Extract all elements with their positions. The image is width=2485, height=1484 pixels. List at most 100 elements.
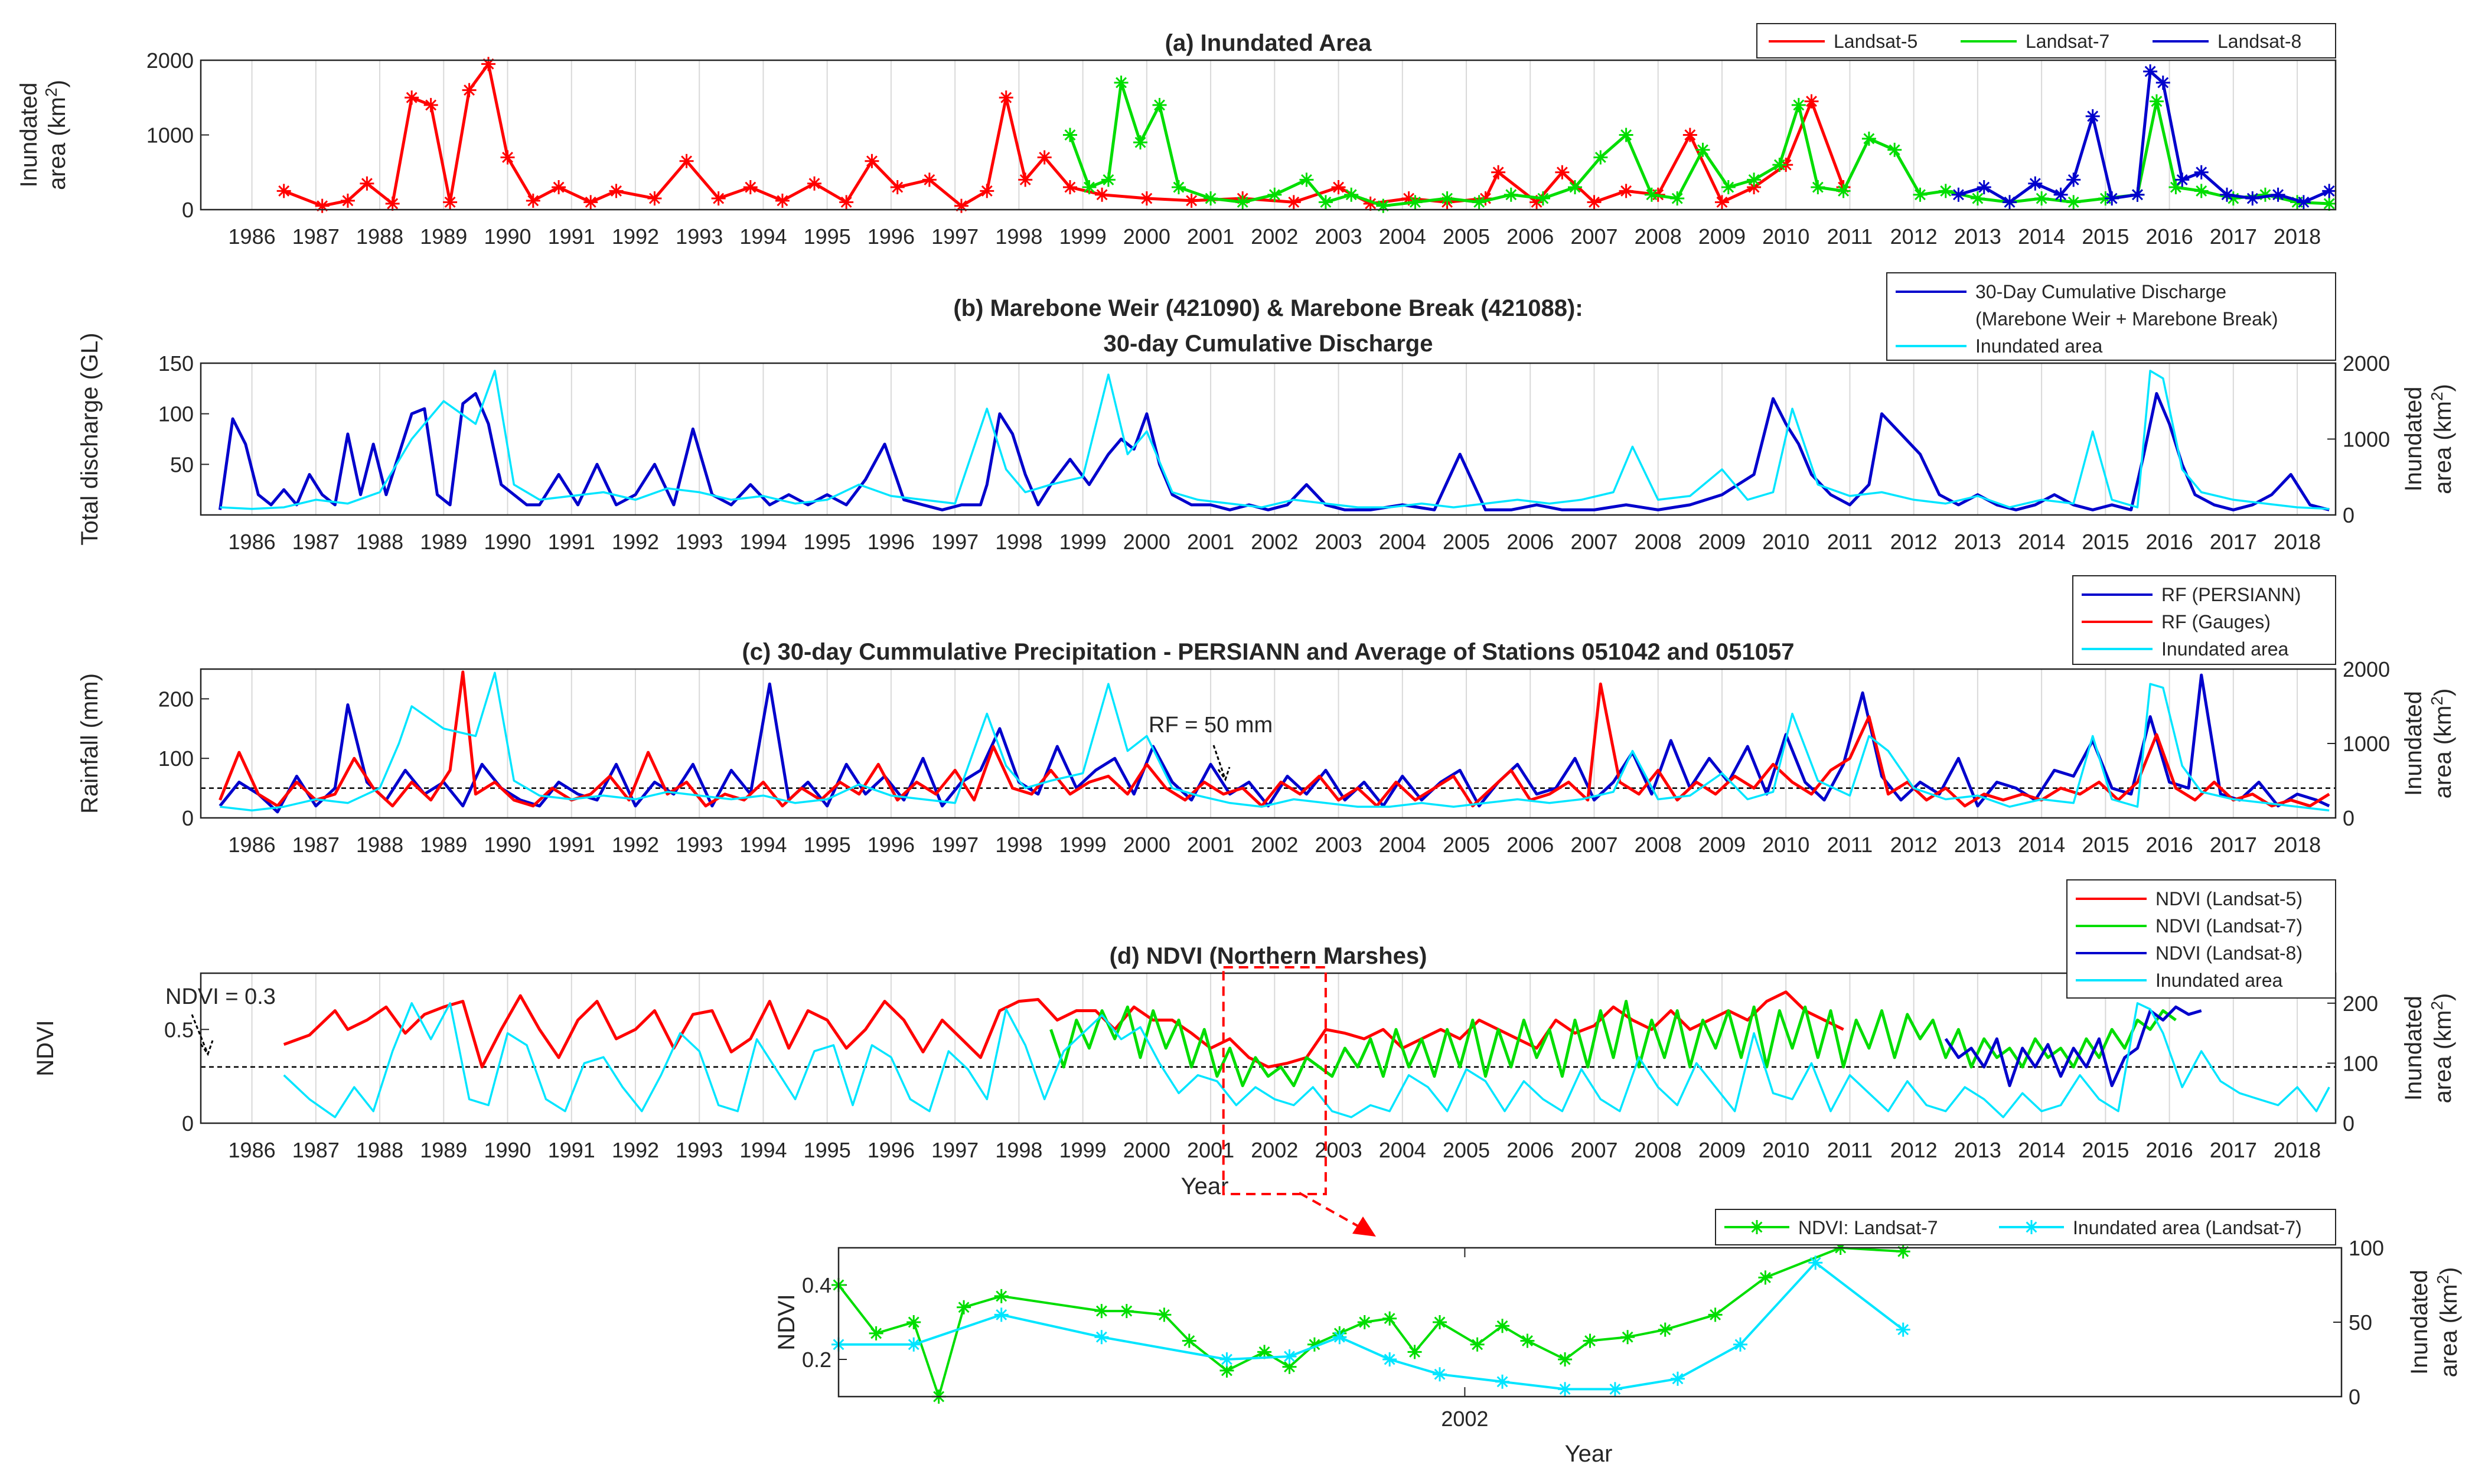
x-tick-label: 2003 [1315, 833, 1362, 857]
inset-series-0-marker-27 [1758, 1270, 1773, 1285]
x-tick-label: 2010 [1762, 833, 1809, 857]
x-tick-label: 2011 [1827, 530, 1873, 554]
x-tick-label: 1995 [804, 833, 851, 857]
series-1-marker-28 [1791, 97, 1806, 112]
legend-label-1: (Marebone Weir + Marebone Break) [1975, 308, 2278, 330]
y-right-tick-label: 100 [2343, 1051, 2378, 1075]
legend-label-2: Inundated area [1975, 335, 2103, 357]
inset-series-0-marker-26 [1708, 1307, 1723, 1322]
inset-y-right-axis-label: Inundated [2406, 1270, 2432, 1375]
inset-series-1-marker-3 [1094, 1330, 1109, 1345]
y-axis-label: NDVI [32, 1020, 58, 1077]
series-0-marker-17 [711, 191, 726, 206]
inset-series-0-marker-18 [1433, 1315, 1447, 1329]
x-tick-label: 1997 [931, 833, 979, 857]
x-tick-label: 1993 [676, 530, 723, 554]
series-1-marker-43 [2194, 184, 2209, 198]
x-tick-label: 2008 [1635, 833, 1682, 857]
inset-series-0-marker-8 [1157, 1307, 1172, 1322]
inset-legend: NDVI: Landsat-7 Inundated area (Landsat-7… [1715, 1209, 2336, 1245]
x-tick-label: 2014 [2018, 224, 2065, 249]
series-0-marker-24 [922, 172, 937, 187]
x-tick-label: 1987 [292, 833, 340, 857]
series-2-marker-11 [2175, 172, 2190, 187]
inset-series-1-line [839, 1261, 1904, 1391]
legend: Landsat-5 Landsat-7 Landsat-8 [1756, 23, 2336, 58]
x-tick-label: 1986 [229, 530, 276, 554]
series-0-marker-12 [552, 180, 566, 195]
x-tick-label: 1997 [931, 530, 979, 554]
series-1-marker-22 [1644, 187, 1659, 202]
legend: RF (PERSIANN) RF (Gauges) Inundated area [2072, 575, 2336, 665]
x-tick-label: 1988 [356, 833, 403, 857]
inset-series-0-marker-12 [1282, 1359, 1297, 1374]
inset-series-1-marker-10 [1558, 1382, 1573, 1397]
series-2-line [220, 671, 2330, 812]
series-1-marker-14 [1408, 195, 1423, 210]
y-tick-label: 1000 [146, 123, 194, 148]
x-tick-label: 2005 [1443, 530, 1490, 554]
series-0-marker-11 [526, 193, 540, 208]
y-axis-label-units: area (km2) [42, 80, 70, 190]
x-tick-label: 2001 [1187, 530, 1234, 554]
series-0-marker-38 [1401, 191, 1416, 206]
inset-y-right-tick-label: 0 [2349, 1385, 2360, 1409]
x-tick-label: 1996 [868, 833, 915, 857]
x-tick-label: 2009 [1698, 530, 1746, 554]
plot-frame [200, 59, 2337, 211]
series-0-marker-41 [1491, 165, 1506, 180]
x-tick-label: 2012 [1890, 1138, 1938, 1162]
series-1-marker-10 [1299, 172, 1314, 187]
series-2-marker-17 [2322, 184, 2337, 198]
y-tick-label: 150 [158, 351, 194, 376]
x-tick-label: 1987 [292, 1138, 340, 1162]
y-right-axis-label-units: area (km2) [2428, 689, 2456, 799]
legend-label-3: Inundated area [2155, 970, 2283, 991]
series-0-marker-5 [405, 90, 419, 105]
y-tick-label: 100 [158, 402, 194, 426]
x-tick-label: 2013 [1954, 833, 2001, 857]
legend-label-2: Landsat-8 [2217, 31, 2301, 52]
x-tick-label: 2000 [1123, 833, 1170, 857]
x-tick-label: 1989 [420, 224, 467, 249]
inset-series-0-marker-23 [1583, 1333, 1597, 1348]
x-tick-label: 1995 [804, 1138, 851, 1162]
zoom-box [1222, 966, 1327, 1195]
x-tick-label: 2016 [2146, 1138, 2193, 1162]
inset-series-1-marker-6 [1332, 1330, 1347, 1345]
y-tick-label: 0.5 [164, 1017, 194, 1042]
series-0-marker-14 [609, 184, 624, 198]
y-right-axis-label: Inundated [2401, 691, 2427, 796]
x-tick-label: 1990 [484, 833, 531, 857]
series-0-marker-31 [1095, 187, 1110, 202]
y-right-tick-label: 1000 [2343, 428, 2390, 452]
x-tick-label: 2007 [1570, 530, 1617, 554]
x-tick-label: 1987 [292, 530, 340, 554]
x-tick-label: 2011 [1827, 833, 1873, 857]
y-right-tick-label: 0 [2343, 503, 2354, 527]
series-1-marker-27 [1772, 158, 1787, 172]
x-tick-label: 2017 [2210, 1138, 2257, 1162]
series-0-marker-16 [679, 154, 694, 168]
series-0-marker-45 [1619, 184, 1633, 198]
x-tick-label: 1988 [356, 1138, 403, 1162]
x-tick-label: 1996 [868, 530, 915, 554]
rf-annotation: RF = 50 mm [1149, 713, 1273, 738]
x-tick-label: 2016 [2146, 224, 2193, 249]
x-tick-label: 1999 [1059, 1138, 1107, 1162]
series-2-line [1944, 1005, 2202, 1087]
inset-series-0-marker-15 [1357, 1315, 1372, 1329]
y-tick-label: 2000 [146, 48, 194, 73]
legend-label-1: NDVI (Landsat-7) [2155, 915, 2303, 937]
x-tick-label: 1991 [548, 530, 595, 554]
y-tick-label: 0 [182, 198, 194, 222]
series-1-line [219, 670, 2330, 808]
series-2-marker-6 [2085, 109, 2100, 123]
series-1-marker-15 [1440, 191, 1455, 206]
series-0-marker-28 [1018, 172, 1033, 187]
x-tick-label: 2016 [2146, 530, 2193, 554]
series-1-marker-8 [1235, 195, 1250, 210]
inset-series-1-marker-15 [1896, 1322, 1910, 1337]
x-tick-label: 2005 [1443, 224, 1490, 249]
